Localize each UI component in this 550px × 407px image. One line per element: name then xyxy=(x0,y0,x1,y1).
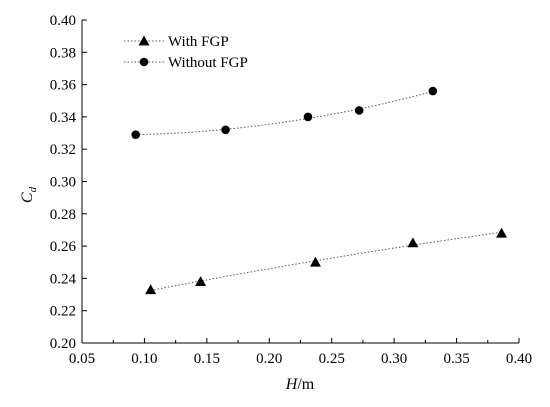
x-tick-label: 0.10 xyxy=(131,351,157,367)
with-fgp-point xyxy=(145,284,157,295)
legend-marker-triangle xyxy=(138,35,150,46)
tick-marks xyxy=(81,19,520,344)
y-tick-label: 0.34 xyxy=(50,110,77,126)
x-tick-label: 0.15 xyxy=(194,351,220,367)
legend-label: Without FGP xyxy=(168,55,248,71)
x-tick-label: 0.40 xyxy=(506,351,532,367)
legend: With FGP Without FGP xyxy=(124,34,248,71)
y-tick-label: 0.36 xyxy=(50,78,77,94)
y-tick-label: 0.26 xyxy=(50,239,77,255)
legend-label: With FGP xyxy=(168,34,229,50)
y-tick-label: 0.32 xyxy=(50,142,76,158)
x-tick-label: 0.05 xyxy=(69,351,95,367)
with-fgp-point xyxy=(407,237,419,248)
y-tick-label: 0.38 xyxy=(50,45,76,61)
legend-marker-circle xyxy=(139,57,149,67)
tick-labels: 0.05 0.10 0.15 0.20 0.25 0.30 0.35 0.40 0.20 0.22… xyxy=(50,13,532,367)
without-fgp-point xyxy=(428,86,438,96)
axes xyxy=(81,20,519,344)
plot-area xyxy=(131,86,508,295)
y-tick-label: 0.22 xyxy=(50,304,76,320)
x-axis-title: H/m xyxy=(285,376,315,393)
with-fgp-point xyxy=(195,276,207,287)
y-tick-label: 0.24 xyxy=(50,271,77,287)
y-axis-title: Cd xyxy=(19,186,39,203)
without-fgp-point xyxy=(303,112,313,122)
x-tick-label: 0.30 xyxy=(381,351,407,367)
without-fgp-point xyxy=(221,125,230,135)
y-tick-label: 0.40 xyxy=(50,13,76,29)
x-tick-label: 0.25 xyxy=(319,351,345,367)
without-fgp-point xyxy=(354,106,364,115)
trend-line-without-fgp xyxy=(135,90,433,136)
y-tick-label: 0.28 xyxy=(50,207,76,223)
x-tick-label: 0.35 xyxy=(443,351,469,367)
x-tick-label: 0.20 xyxy=(256,351,282,367)
with-fgp-point xyxy=(496,227,508,238)
with-fgp-point xyxy=(309,256,321,267)
y-tick-label: 0.20 xyxy=(50,336,76,352)
without-fgp-point xyxy=(131,130,140,139)
y-tick-label: 0.30 xyxy=(50,175,76,191)
